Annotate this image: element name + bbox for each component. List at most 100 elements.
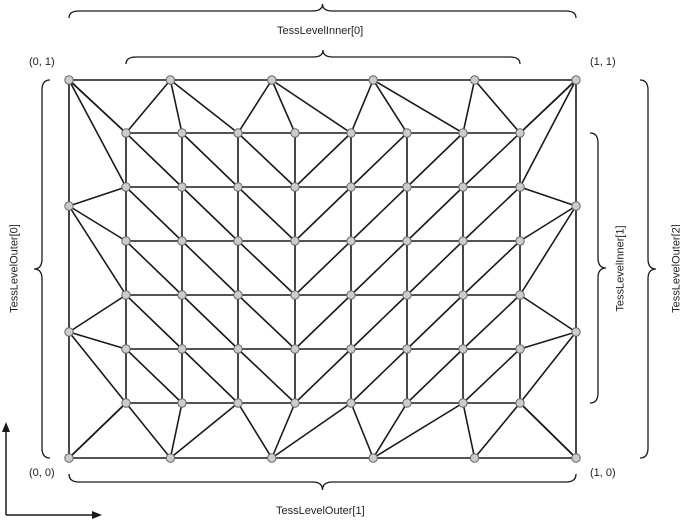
mesh-edge-43 xyxy=(407,349,463,403)
mesh-vertex-21 xyxy=(291,291,299,299)
mesh-edge-32 xyxy=(295,295,351,349)
mesh-vertex-16 xyxy=(234,345,242,353)
mesh-vertex-2 xyxy=(122,237,130,245)
mesh-edge-41 xyxy=(407,241,463,295)
mesh-vertex-33 xyxy=(403,291,411,299)
mesh-edge-30 xyxy=(295,187,351,241)
mesh-edge-50 xyxy=(126,80,170,133)
corner-label-bottom-left: (0, 0) xyxy=(29,468,55,479)
mesh-vertex-54 xyxy=(65,454,73,462)
mesh-vertex-48 xyxy=(65,76,73,84)
mesh-edge-75 xyxy=(69,80,126,133)
mesh-edge-31 xyxy=(295,241,351,295)
mesh-vertex-6 xyxy=(178,129,186,137)
brace-outer-1 xyxy=(69,474,576,490)
label-tess-level-inner-1: TessLevelInner[1] xyxy=(616,219,627,319)
mesh-edge-48 xyxy=(463,349,520,403)
mesh-vertex-51 xyxy=(369,76,377,84)
corner-label-top-right: (1, 1) xyxy=(590,57,616,68)
mesh-edge-69 xyxy=(351,403,373,458)
mesh-vertex-40 xyxy=(459,345,467,353)
mesh-vertex-57 xyxy=(369,454,377,462)
mesh-vertex-60 xyxy=(65,202,73,210)
mesh-edge-23 xyxy=(182,349,238,403)
mesh-vertex-17 xyxy=(234,399,242,407)
mesh-edge-47 xyxy=(463,295,520,349)
mesh-edge-79 xyxy=(69,206,126,295)
mesh-vertex-32 xyxy=(403,237,411,245)
mesh-vertex-42 xyxy=(516,129,524,137)
mesh-edge-38 xyxy=(351,349,407,403)
mesh-edge-66 xyxy=(238,403,272,458)
mesh-vertex-37 xyxy=(459,183,467,191)
mesh-vertex-31 xyxy=(403,183,411,191)
mesh-edge-27 xyxy=(238,295,295,349)
mesh-edge-70 xyxy=(373,403,407,458)
mesh-vertex-59 xyxy=(572,454,580,462)
mesh-vertex-38 xyxy=(459,237,467,245)
axis-v-arrowhead xyxy=(2,422,10,432)
mesh-edge-87 xyxy=(520,206,576,241)
mesh-edge-42 xyxy=(407,295,463,349)
brace-outer-2 xyxy=(640,80,656,458)
mesh-edge-57 xyxy=(373,80,407,133)
mesh-edge-36 xyxy=(351,241,407,295)
mesh-vertex-22 xyxy=(291,345,299,353)
brace-inner-1 xyxy=(590,133,606,403)
mesh-edge-60 xyxy=(475,80,520,133)
mesh-vertex-18 xyxy=(291,129,299,137)
label-tess-level-outer-1: TessLevelOuter[1] xyxy=(276,506,365,517)
label-tess-level-outer-0: TessLevelOuter[0] xyxy=(10,219,21,319)
mesh-edge-81 xyxy=(69,332,126,349)
mesh-vertex-63 xyxy=(572,328,580,336)
mesh-vertex-49 xyxy=(166,76,174,84)
mesh-vertex-5 xyxy=(122,399,130,407)
mesh-edge-15 xyxy=(126,187,182,241)
mesh-edge-17 xyxy=(126,295,182,349)
mesh-edge-44 xyxy=(463,133,520,187)
mesh-edge-19 xyxy=(182,133,238,187)
mesh-edge-88 xyxy=(520,206,576,295)
mesh-vertex-43 xyxy=(516,183,524,191)
mesh-edge-86 xyxy=(520,187,576,206)
mesh-edge-14 xyxy=(126,133,182,187)
mesh-edge-76 xyxy=(69,80,126,187)
mesh-vertex-8 xyxy=(178,237,186,245)
mesh-vertex-23 xyxy=(291,399,299,407)
mesh-edge-18 xyxy=(126,349,182,403)
mesh-edge-82 xyxy=(69,332,126,403)
mesh-vertex-9 xyxy=(178,291,186,299)
mesh-vertex-24 xyxy=(347,129,355,137)
mesh-edge-22 xyxy=(182,295,238,349)
mesh-edge-21 xyxy=(182,241,238,295)
mesh-vertex-1 xyxy=(122,183,130,191)
mesh-vertex-62 xyxy=(572,202,580,210)
mesh-edge-58 xyxy=(373,80,463,133)
mesh-vertex-10 xyxy=(178,345,186,353)
mesh-edge-83 xyxy=(69,403,126,458)
mesh-vertex-55 xyxy=(166,454,174,462)
mesh-edge-20 xyxy=(182,187,238,241)
mesh-edge-84 xyxy=(520,80,576,133)
mesh-vertex-13 xyxy=(234,183,242,191)
mesh-edge-46 xyxy=(463,241,520,295)
mesh-edge-56 xyxy=(351,80,373,133)
brace-outer-top xyxy=(69,4,576,18)
mesh-edge-92 xyxy=(520,403,576,458)
mesh-vertex-50 xyxy=(268,76,276,84)
mesh-vertex-61 xyxy=(65,328,73,336)
mesh-vertex-34 xyxy=(403,345,411,353)
mesh-edge-59 xyxy=(463,80,475,133)
brace-inner-0 xyxy=(126,50,520,64)
mesh-vertex-7 xyxy=(178,183,186,191)
mesh-edge-34 xyxy=(351,133,407,187)
mesh-vertex-30 xyxy=(403,129,411,137)
mesh-edge-16 xyxy=(126,241,182,295)
mesh-vertex-35 xyxy=(403,399,411,407)
mesh-edge-90 xyxy=(520,332,576,349)
mesh-edge-91 xyxy=(520,332,576,403)
mesh-vertex-52 xyxy=(470,76,478,84)
mesh-edge-39 xyxy=(407,133,463,187)
mesh-edge-45 xyxy=(463,187,520,241)
